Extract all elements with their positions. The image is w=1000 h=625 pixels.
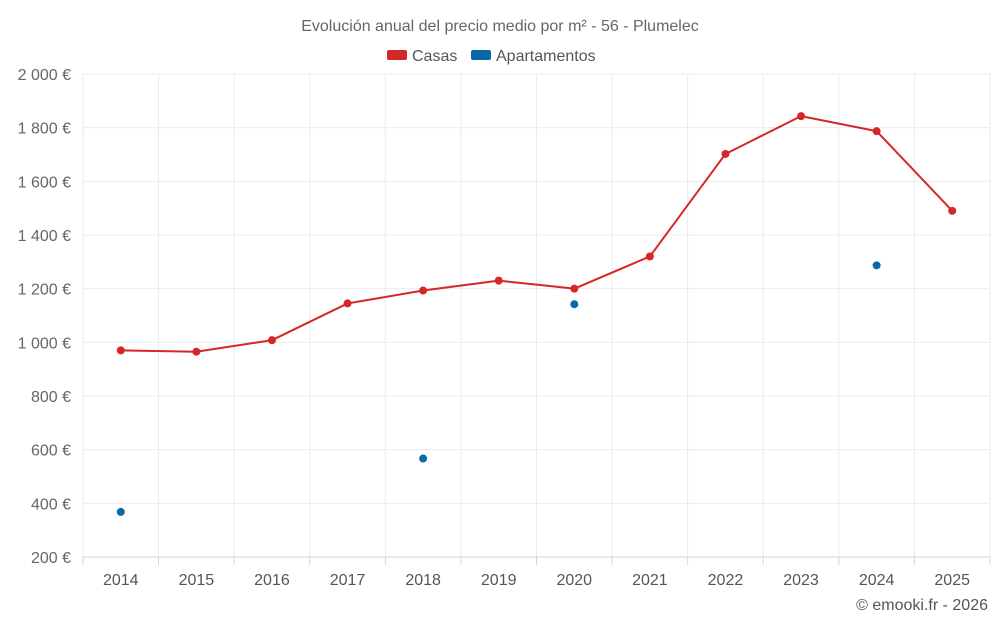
legend-swatch-apartamentos	[471, 50, 491, 60]
chart-title: Evolución anual del precio medio por m² …	[301, 18, 699, 35]
x-tick-label: 2015	[179, 572, 215, 589]
legend-item-apartamentos[interactable]: Apartamentos	[471, 48, 596, 65]
legend-swatch-casas	[387, 50, 407, 60]
data-point-casas[interactable]	[570, 284, 579, 293]
x-tick-label: 2021	[632, 572, 668, 589]
series	[116, 112, 957, 516]
data-point-casas[interactable]	[797, 112, 806, 121]
x-tick-label: 2019	[481, 572, 517, 589]
data-point-apartamentos[interactable]	[570, 300, 579, 309]
data-point-casas[interactable]	[343, 299, 352, 308]
data-point-casas[interactable]	[419, 286, 428, 295]
y-tick-label: 800 €	[31, 389, 71, 406]
y-tick-label: 600 €	[31, 443, 71, 460]
x-tick-label: 2018	[405, 572, 441, 589]
y-tick-label: 1 400 €	[18, 228, 71, 245]
x-axis-labels: 2014 2015 2016 2017 2018 2019 2020 2021 2022 2023…	[103, 572, 970, 589]
x-tick-label: 2020	[556, 572, 592, 589]
data-point-casas[interactable]	[645, 252, 654, 261]
data-point-casas[interactable]	[948, 206, 957, 215]
legend-label-apartamentos: Apartamentos	[496, 48, 596, 65]
x-tick-label: 2022	[708, 572, 744, 589]
data-point-casas[interactable]	[721, 149, 730, 158]
y-tick-label: 1 000 €	[18, 335, 71, 352]
data-point-apartamentos[interactable]	[116, 507, 125, 516]
y-axis-labels: 200 € 400 € 600 € 800 € 1 000 € 1 200 € 1 400 …	[18, 67, 71, 567]
data-point-apartamentos[interactable]	[419, 454, 428, 463]
x-tick-label: 2017	[330, 572, 366, 589]
x-tick-label: 2023	[783, 572, 819, 589]
x-tick-label: 2016	[254, 572, 290, 589]
y-tick-label: 1 200 €	[18, 282, 71, 299]
axes	[82, 556, 991, 565]
x-tick-label: 2025	[934, 572, 970, 589]
legend-item-casas[interactable]: Casas	[387, 48, 457, 65]
y-tick-label: 400 €	[31, 496, 71, 513]
credit-text: © emooki.fr - 2026	[856, 597, 988, 614]
y-tick-label: 1 800 €	[18, 121, 71, 138]
data-point-casas[interactable]	[494, 276, 503, 285]
grid	[82, 73, 991, 557]
y-tick-label: 1 600 €	[18, 174, 71, 191]
x-tick-label: 2024	[859, 572, 895, 589]
x-tick-label: 2014	[103, 572, 139, 589]
y-tick-label: 2 000 €	[18, 67, 71, 84]
y-tick-label: 200 €	[31, 550, 71, 567]
legend[interactable]: Casas Apartamentos	[387, 48, 596, 65]
data-point-casas[interactable]	[192, 347, 201, 356]
data-point-casas[interactable]	[267, 336, 276, 345]
data-point-casas[interactable]	[116, 346, 125, 355]
series-line-casas	[120, 115, 953, 353]
legend-label-casas: Casas	[412, 48, 457, 65]
data-point-apartamentos[interactable]	[872, 261, 881, 270]
data-point-casas[interactable]	[872, 127, 881, 136]
